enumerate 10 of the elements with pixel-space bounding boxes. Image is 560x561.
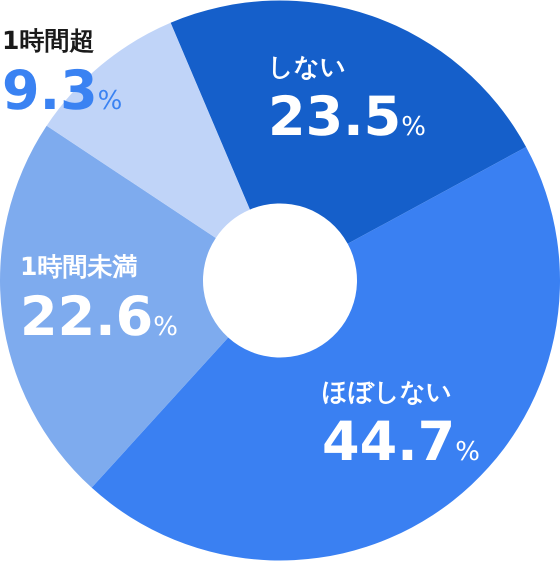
- donut-slice: [170, 0, 526, 244]
- data-label: 9.3%: [2, 59, 122, 122]
- data-label: 23.5%: [268, 85, 426, 148]
- data-label: 22.6%: [20, 285, 178, 348]
- slice-label: 1時間超: [2, 26, 94, 55]
- slice-label: 1時間未満: [20, 252, 138, 281]
- slice-label: しない: [268, 52, 346, 81]
- data-label: 44.7%: [322, 410, 480, 473]
- donut-slice: [0, 126, 228, 488]
- slice-label: ほぼしない: [322, 377, 452, 406]
